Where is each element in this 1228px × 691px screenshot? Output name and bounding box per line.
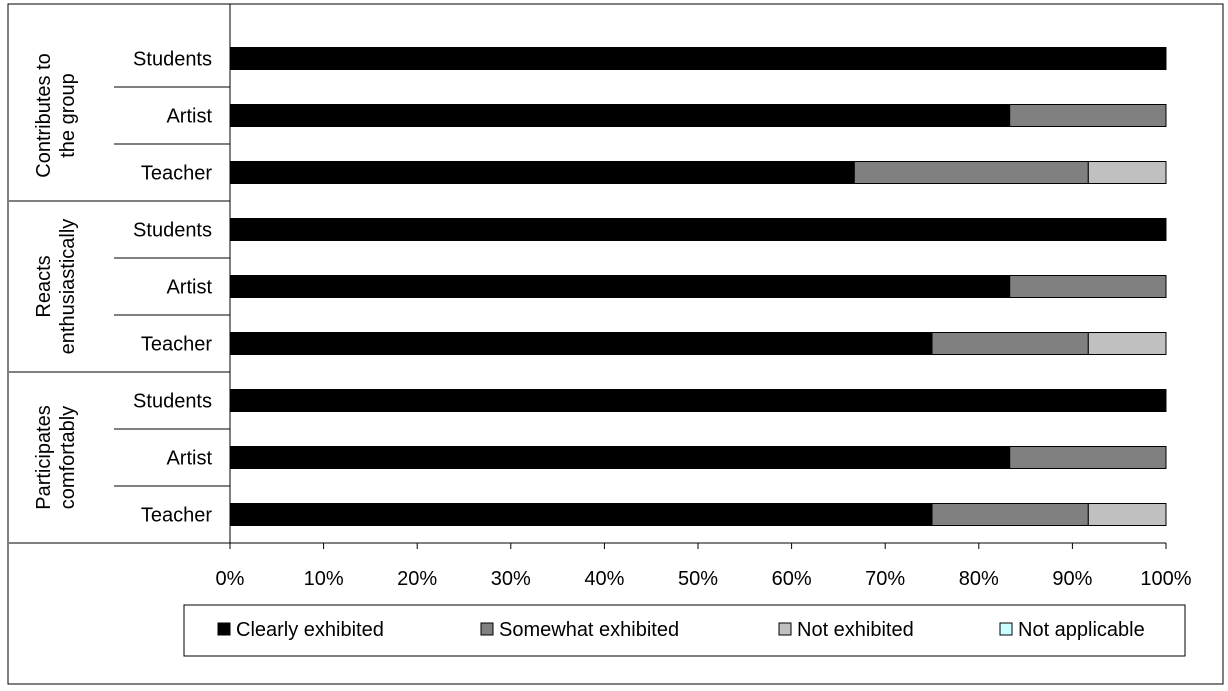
bar-segment: [229, 389, 1167, 412]
group-label: comfortably: [57, 406, 79, 509]
category-label: Students: [133, 220, 212, 242]
x-tick-label: 50%: [678, 568, 718, 590]
x-tick-label: 70%: [865, 568, 905, 590]
bar-segment: [853, 161, 1089, 184]
legend-swatch: [217, 622, 231, 636]
x-tick-label: 20%: [397, 568, 437, 590]
category-label: Artist: [166, 106, 212, 128]
x-tick-label: 10%: [304, 568, 344, 590]
bar-segment: [229, 161, 855, 184]
bar-segment: [229, 47, 1167, 70]
bar-segment: [229, 104, 1011, 127]
bar-segment: [1009, 446, 1167, 469]
legend-swatch: [778, 622, 792, 636]
category-label: Teacher: [141, 163, 212, 185]
group-label: Participates: [33, 405, 55, 510]
labels-layer: Students Artist Teacher Students Artist Teach…: [33, 49, 1192, 591]
x-tick-label: 40%: [584, 568, 624, 590]
bar-segment: [229, 446, 1011, 469]
category-label: Teacher: [141, 334, 212, 356]
x-tick-label: 100%: [1140, 568, 1191, 590]
legend-swatch: [480, 622, 494, 636]
legend-label: Not applicable: [1018, 619, 1145, 641]
group-label: enthusiastically: [57, 219, 79, 355]
bar-segment: [229, 218, 1167, 241]
category-label: Artist: [166, 448, 212, 470]
legend-label: Somewhat exhibited: [499, 619, 679, 641]
x-tick-label: 30%: [491, 568, 531, 590]
bar-segment: [1087, 332, 1167, 355]
legend-swatch: [999, 622, 1013, 636]
bar-segment: [229, 503, 933, 526]
category-label: Teacher: [141, 505, 212, 527]
group-label: the group: [57, 73, 79, 158]
x-tick-label: 0%: [216, 568, 245, 590]
bar-segment: [229, 332, 933, 355]
legend-label: Clearly exhibited: [236, 619, 384, 641]
bar-segment: [1087, 161, 1167, 184]
bar-segment: [1009, 275, 1167, 298]
category-label: Artist: [166, 277, 212, 299]
legend-label: Not exhibited: [797, 619, 914, 641]
axes-layer: [9, 4, 1167, 549]
bar-segment: [1087, 503, 1167, 526]
x-tick-label: 90%: [1052, 568, 1092, 590]
bar-segment: [229, 275, 1011, 298]
category-label: Students: [133, 391, 212, 413]
bars-layer: [229, 47, 1167, 526]
bar-segment: [931, 503, 1089, 526]
group-label: Reacts: [33, 255, 55, 317]
group-label: Contributes to: [33, 53, 55, 178]
legend-box: [183, 604, 1186, 657]
bar-segment: [1009, 104, 1167, 127]
bar-segment: [931, 332, 1089, 355]
x-tick-label: 80%: [959, 568, 999, 590]
category-label: Students: [133, 49, 212, 71]
x-tick-label: 60%: [772, 568, 812, 590]
legend: Clearly exhibited Somewhat exhibited Not e…: [183, 604, 1186, 657]
